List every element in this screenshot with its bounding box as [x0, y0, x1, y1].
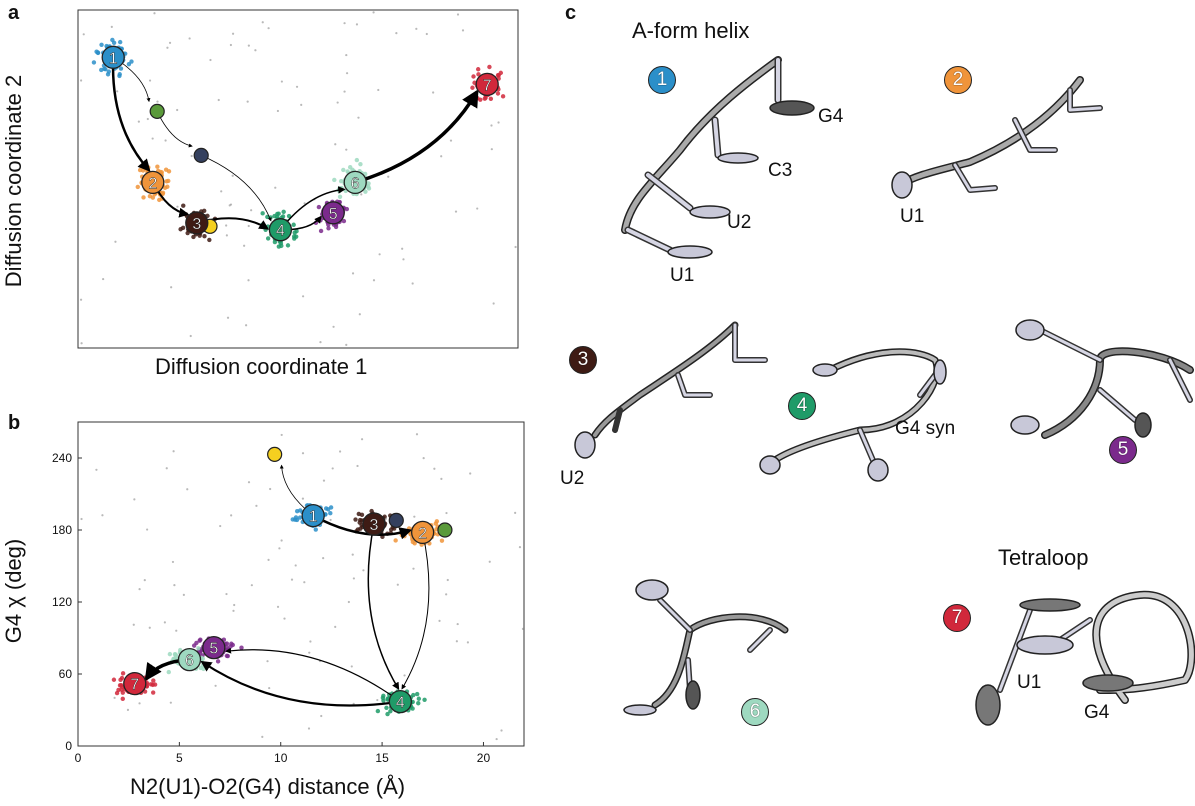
s7-g4-label: G4 — [1084, 702, 1110, 723]
panel-label-c: c — [565, 2, 577, 24]
state-marker: 4 — [388, 689, 412, 714]
structure-2 — [891, 76, 1103, 199]
structure-1 — [621, 56, 815, 259]
state-marker-label: 7 — [483, 77, 492, 94]
state-marker: 2 — [410, 520, 435, 545]
state-marker: 1 — [301, 503, 325, 528]
state-marker: 6 — [343, 170, 367, 195]
state-marker-label: 1 — [109, 50, 118, 67]
y-tick-label: 0 — [65, 739, 72, 753]
chart-b-ylabel: G4 χ (deg) — [1, 538, 27, 644]
x-tick-label: 5 — [176, 751, 183, 765]
transition-arrow — [354, 89, 479, 185]
chart-a-ylabel: Diffusion coordinate 2 — [1, 74, 27, 288]
transition-arrow — [401, 532, 430, 690]
s1-u1-label: U1 — [670, 265, 695, 286]
state-marker-label: 3 — [192, 216, 201, 233]
state-marker: 1 — [101, 45, 125, 69]
intermediate-marker — [437, 522, 453, 538]
state-marker-label: 7 — [130, 677, 139, 694]
state-badge-6: 6 — [741, 698, 769, 726]
structure-7 — [975, 590, 1195, 726]
y-tick-label: 240 — [52, 451, 72, 465]
plot-frame — [77, 421, 525, 747]
s4-g4syn-label: G4 syn — [895, 418, 956, 439]
intermediate-marker — [388, 512, 404, 529]
s1-u2-label: U2 — [727, 212, 752, 233]
structure-3 — [574, 321, 768, 459]
intermediate-marker — [267, 446, 283, 463]
state-badge-7: 7 — [943, 604, 971, 632]
transition-arrow — [225, 647, 401, 703]
s7-u1-label: U1 — [1017, 672, 1042, 693]
state-badge-4: 4 — [788, 392, 816, 420]
y-tick-label: 60 — [59, 667, 73, 681]
state-badge-1: 1 — [648, 66, 676, 94]
x-tick-label: 20 — [477, 751, 491, 765]
state-marker-label: 3 — [370, 517, 379, 534]
state-badge-5: 5 — [1109, 436, 1137, 464]
y-tick-label: 120 — [52, 595, 72, 609]
y-tick-label: 180 — [52, 523, 72, 537]
state-marker: 7 — [475, 72, 499, 97]
state-marker: 5 — [202, 635, 226, 660]
x-tick-label: 0 — [75, 751, 82, 765]
state-marker-label: 1 — [309, 509, 318, 526]
state-marker-label: 6 — [185, 653, 194, 670]
intermediate-marker — [149, 103, 165, 120]
structure-6 — [623, 579, 789, 716]
s3-u2-label: U2 — [560, 468, 585, 489]
x-tick-label: 10 — [274, 751, 288, 765]
s2-u1-label: U1 — [900, 206, 925, 227]
panel-label-a: a — [8, 2, 20, 24]
state-marker: 4 — [268, 218, 293, 242]
intermediate-marker — [193, 147, 209, 163]
state-marker-label: 4 — [276, 223, 285, 240]
state-marker-label: 5 — [209, 641, 218, 658]
tetraloop-title: Tetraloop — [998, 545, 1089, 570]
state-badge-3: 3 — [569, 346, 597, 374]
structure-5 — [1010, 319, 1194, 439]
state-marker: 5 — [321, 201, 345, 225]
s1-c3-label: C3 — [768, 160, 793, 181]
structure-illustrations — [574, 56, 1195, 726]
aform-title: A-form helix — [632, 18, 750, 43]
transition-arrow — [312, 514, 413, 540]
diffusion-map-chart: 1 2 3 4 56 7 — [77, 9, 519, 349]
state-marker: 3 — [185, 211, 209, 235]
transition-arrow — [201, 154, 272, 222]
plot-frame — [77, 9, 519, 349]
panel-label-b: b — [8, 412, 21, 434]
scatter-points — [80, 433, 525, 741]
x-tick-label: 15 — [375, 751, 389, 765]
state-badge-2: 2 — [944, 66, 972, 94]
transition-arrow — [111, 57, 151, 172]
chart-b-xlabel: N2(U1)-O2(G4) distance (Å) — [130, 774, 406, 799]
s1-g4-label: G4 — [818, 106, 844, 127]
state-marker-label: 5 — [329, 206, 338, 223]
chart-a-xlabel: Diffusion coordinate 1 — [155, 354, 368, 379]
transition-arrow — [367, 523, 400, 691]
state-marker: 6 — [177, 647, 202, 672]
state-marker-label: 6 — [351, 175, 360, 192]
state-marker: 7 — [123, 671, 147, 696]
transition-arrow — [200, 660, 401, 707]
state-marker-label: 2 — [148, 175, 157, 192]
state-marker-label: 2 — [418, 525, 427, 542]
state-marker: 3 — [362, 512, 386, 536]
structure-4 — [759, 348, 947, 482]
state-marker-label: 4 — [396, 695, 405, 712]
state-marker: 2 — [141, 170, 165, 195]
